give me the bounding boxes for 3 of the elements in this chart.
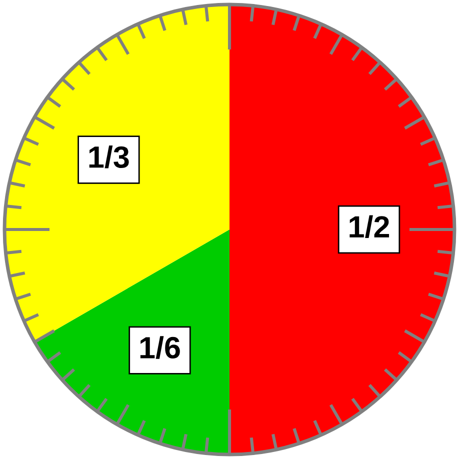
data-label: 1/6	[140, 336, 180, 359]
data-label: 1/3	[89, 146, 129, 168]
data-label: 1/2	[350, 215, 390, 238]
